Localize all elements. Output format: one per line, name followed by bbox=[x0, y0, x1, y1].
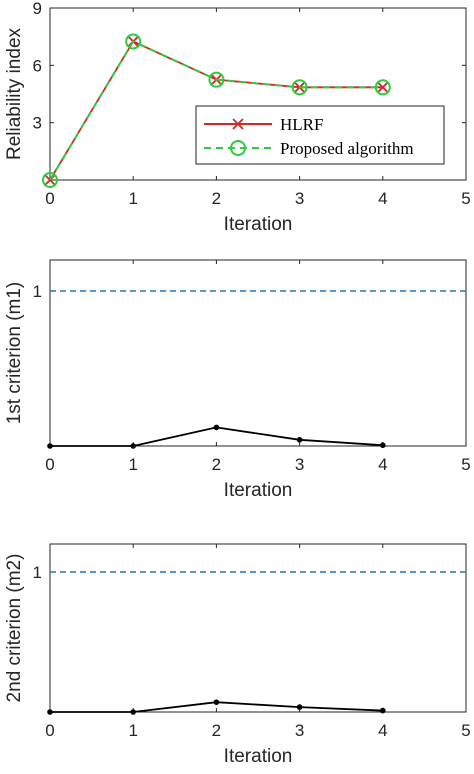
x-tick-label: 5 bbox=[461, 721, 470, 740]
x-tick-label: 1 bbox=[128, 455, 137, 474]
x-tick-label: 5 bbox=[461, 189, 470, 208]
data-point bbox=[42, 172, 58, 188]
data-point bbox=[213, 699, 220, 705]
x-tick-label: 2 bbox=[212, 721, 221, 740]
legend-marker bbox=[232, 118, 244, 130]
x-tick-label: 2 bbox=[212, 189, 221, 208]
series-line-proposed-algorithm bbox=[49, 40, 383, 181]
x-tick-label: 5 bbox=[461, 455, 470, 474]
x-tick-label: 4 bbox=[378, 721, 387, 740]
y-axis-label: 1st criterion (m1) bbox=[4, 282, 25, 425]
x-tick-label: 3 bbox=[295, 721, 304, 740]
data-point bbox=[47, 709, 53, 715]
data-point bbox=[377, 81, 389, 93]
chart-panel-3: 0 1 2 3 4 5 1 Iteration 2nd criterion (m2) bbox=[4, 543, 471, 767]
data-point bbox=[380, 707, 386, 714]
axes-box bbox=[49, 543, 467, 713]
axes-box bbox=[49, 259, 467, 447]
data-point bbox=[125, 33, 142, 50]
y-tick-label: 1 bbox=[33, 282, 42, 301]
data-point bbox=[47, 443, 53, 449]
y-tick-label: 3 bbox=[33, 114, 42, 133]
data-point bbox=[296, 437, 303, 443]
data-point bbox=[130, 443, 136, 449]
x-tick-label: 0 bbox=[45, 189, 54, 208]
legend-marker bbox=[230, 140, 246, 156]
x-tick-label: 3 bbox=[295, 189, 304, 208]
y-axis-label: Reliability index bbox=[4, 28, 25, 161]
y-tick-label: 9 bbox=[33, 0, 42, 18]
x-tick-label: 4 bbox=[378, 189, 387, 208]
x-tick-label: 1 bbox=[128, 721, 137, 740]
chart-panel-2: 0 1 2 3 4 5 1 Iteration 1st criterion (m1) bbox=[4, 259, 471, 501]
x-axis-label: Iteration bbox=[224, 214, 293, 235]
x-tick-label: 4 bbox=[378, 455, 387, 474]
legend-label: Proposed algorithm bbox=[280, 139, 414, 158]
x-tick-label: 0 bbox=[45, 455, 54, 474]
x-tick-label: 0 bbox=[45, 721, 54, 740]
axes-box bbox=[49, 7, 467, 181]
y-tick-label: 1 bbox=[33, 563, 42, 582]
legend: HLRF Proposed algorithm bbox=[195, 105, 445, 165]
y-tick-label: 6 bbox=[33, 56, 42, 75]
data-point bbox=[213, 424, 220, 431]
y-axis-label: 2nd criterion (m2) bbox=[4, 554, 25, 703]
data-point bbox=[130, 709, 136, 715]
x-tick-label: 3 bbox=[295, 455, 304, 474]
chart-panel-1: 0 1 2 3 4 5 3 6 9 Iteration Reliability index HLRF P… bbox=[4, 0, 471, 235]
data-point bbox=[291, 79, 308, 96]
x-axis-label: Iteration bbox=[224, 746, 293, 767]
x-tick-label: 1 bbox=[128, 189, 137, 208]
data-point bbox=[374, 79, 391, 96]
data-point bbox=[296, 704, 303, 710]
data-point bbox=[208, 71, 225, 88]
legend-label: HLRF bbox=[280, 115, 323, 134]
data-point bbox=[380, 442, 386, 449]
x-tick-label: 2 bbox=[212, 455, 221, 474]
x-axis-label: Iteration bbox=[224, 480, 293, 501]
